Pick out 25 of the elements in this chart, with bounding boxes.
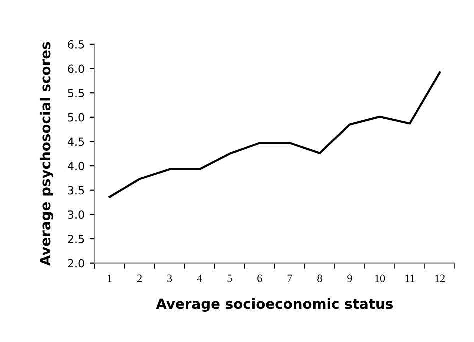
x-tick-label: 4: [197, 274, 202, 282]
y-tick-label: 4.5: [68, 138, 84, 146]
x-tick-label: 8: [318, 274, 322, 282]
y-axis-title: Average psychosocial scores: [40, 42, 54, 266]
y-tick-label: 6.5: [68, 40, 84, 49]
y-tick-label: 3.0: [68, 210, 84, 220]
y-tick-label: 3.5: [68, 186, 84, 195]
x-tick-label: 2: [138, 274, 142, 282]
y-tick-label: 4.0: [68, 162, 84, 170]
x-tick-label: 9: [348, 274, 352, 282]
y-tick-label: 5.5: [68, 89, 84, 98]
x-tick-label: 6: [258, 274, 262, 282]
x-tick-label: 7: [288, 274, 292, 282]
y-tick-label: 2.0: [68, 259, 84, 268]
x-tick-label: 10: [375, 274, 386, 282]
x-tick-label: 3: [168, 274, 172, 282]
y-tick-label: 6.0: [68, 64, 84, 74]
x-tick-label: 12: [435, 274, 445, 282]
x-tick-label: 11: [406, 274, 415, 282]
line-series: [108, 72, 442, 198]
x-tick-label: 1: [108, 274, 112, 282]
x-axis-title: Average socioeconomic status: [156, 298, 393, 312]
y-tick-label: 5.0: [68, 113, 84, 122]
x-tick-label: 5: [228, 274, 232, 282]
y-tick-label: 2.5: [68, 234, 84, 244]
